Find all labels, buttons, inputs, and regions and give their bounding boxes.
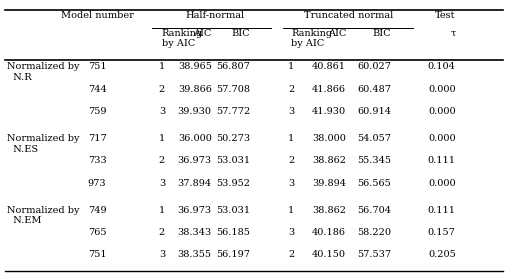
Text: 1: 1 [288, 134, 295, 143]
Text: 55.345: 55.345 [357, 157, 391, 165]
Text: 765: 765 [88, 228, 107, 237]
Text: 36.973: 36.973 [178, 157, 212, 165]
Text: 3: 3 [159, 250, 165, 259]
Text: 759: 759 [88, 107, 107, 116]
Text: 57.772: 57.772 [216, 107, 250, 116]
Text: 2: 2 [288, 85, 295, 94]
Text: 60.027: 60.027 [357, 63, 391, 71]
Text: Model number: Model number [61, 11, 134, 20]
Text: 60.487: 60.487 [357, 85, 391, 94]
Text: Half-normal: Half-normal [185, 11, 244, 20]
Text: 1: 1 [159, 63, 165, 71]
Text: 733: 733 [88, 157, 107, 165]
Text: 3: 3 [159, 179, 165, 188]
Text: 0.000: 0.000 [428, 107, 456, 116]
Text: 40.186: 40.186 [312, 228, 346, 237]
Text: 56.807: 56.807 [216, 63, 250, 71]
Text: 0.111: 0.111 [428, 206, 456, 215]
Text: 54.057: 54.057 [357, 134, 391, 143]
Text: AIC: AIC [194, 29, 212, 38]
Text: 1: 1 [159, 206, 165, 215]
Text: 56.565: 56.565 [357, 179, 391, 188]
Text: 38.355: 38.355 [178, 250, 212, 259]
Text: 40.861: 40.861 [312, 63, 346, 71]
Text: 56.185: 56.185 [216, 228, 250, 237]
Text: 1: 1 [288, 63, 295, 71]
Text: 3: 3 [288, 179, 295, 188]
Text: 56.704: 56.704 [357, 206, 391, 215]
Text: τ: τ [450, 29, 456, 38]
Text: 60.914: 60.914 [357, 107, 391, 116]
Text: 53.031: 53.031 [216, 206, 250, 215]
Text: 57.708: 57.708 [216, 85, 250, 94]
Text: 751: 751 [88, 63, 107, 71]
Text: 2: 2 [159, 157, 165, 165]
Text: 749: 749 [88, 206, 107, 215]
Text: 38.343: 38.343 [177, 228, 212, 237]
Text: Ranking
by AIC: Ranking by AIC [291, 29, 332, 48]
Text: 0.111: 0.111 [428, 157, 456, 165]
Text: 0.104: 0.104 [428, 63, 456, 71]
Text: 36.973: 36.973 [178, 206, 212, 215]
Text: 3: 3 [159, 107, 165, 116]
Text: 38.965: 38.965 [178, 63, 212, 71]
Text: 39.930: 39.930 [178, 107, 212, 116]
Text: Ranking
by AIC: Ranking by AIC [162, 29, 203, 48]
Text: 41.866: 41.866 [312, 85, 346, 94]
Text: 744: 744 [88, 85, 107, 94]
Text: Test: Test [435, 11, 456, 20]
Text: 2: 2 [159, 228, 165, 237]
Text: AIC: AIC [328, 29, 346, 38]
Text: Normalized by
  N.R: Normalized by N.R [7, 63, 79, 82]
Text: 58.220: 58.220 [357, 228, 391, 237]
Text: 2: 2 [159, 85, 165, 94]
Text: 53.952: 53.952 [216, 179, 250, 188]
Text: BIC: BIC [232, 29, 250, 38]
Text: 0.000: 0.000 [428, 134, 456, 143]
Text: 1: 1 [159, 134, 165, 143]
Text: 53.031: 53.031 [216, 157, 250, 165]
Text: 2: 2 [288, 250, 295, 259]
Text: 38.862: 38.862 [312, 157, 346, 165]
Text: Normalized by
  N.EM: Normalized by N.EM [7, 206, 79, 225]
Text: 38.000: 38.000 [312, 134, 346, 143]
Text: 717: 717 [88, 134, 107, 143]
Text: 1: 1 [288, 206, 295, 215]
Text: 37.894: 37.894 [178, 179, 212, 188]
Text: BIC: BIC [372, 29, 391, 38]
Text: 39.894: 39.894 [312, 179, 346, 188]
Text: 41.930: 41.930 [312, 107, 346, 116]
Text: 3: 3 [288, 107, 295, 116]
Text: 36.000: 36.000 [178, 134, 212, 143]
Text: 0.000: 0.000 [428, 85, 456, 94]
Text: 38.862: 38.862 [312, 206, 346, 215]
Text: 57.537: 57.537 [357, 250, 391, 259]
Text: Normalized by
  N.ES: Normalized by N.ES [7, 134, 79, 153]
Text: 751: 751 [88, 250, 107, 259]
Text: 3: 3 [288, 228, 295, 237]
Text: 39.866: 39.866 [178, 85, 212, 94]
Text: 50.273: 50.273 [216, 134, 250, 143]
Text: 0.205: 0.205 [428, 250, 456, 259]
Text: 2: 2 [288, 157, 295, 165]
Text: 56.197: 56.197 [216, 250, 250, 259]
Text: 973: 973 [88, 179, 107, 188]
Text: 0.157: 0.157 [428, 228, 456, 237]
Text: 40.150: 40.150 [312, 250, 346, 259]
Text: Truncated normal: Truncated normal [304, 11, 393, 20]
Text: 0.000: 0.000 [428, 179, 456, 188]
